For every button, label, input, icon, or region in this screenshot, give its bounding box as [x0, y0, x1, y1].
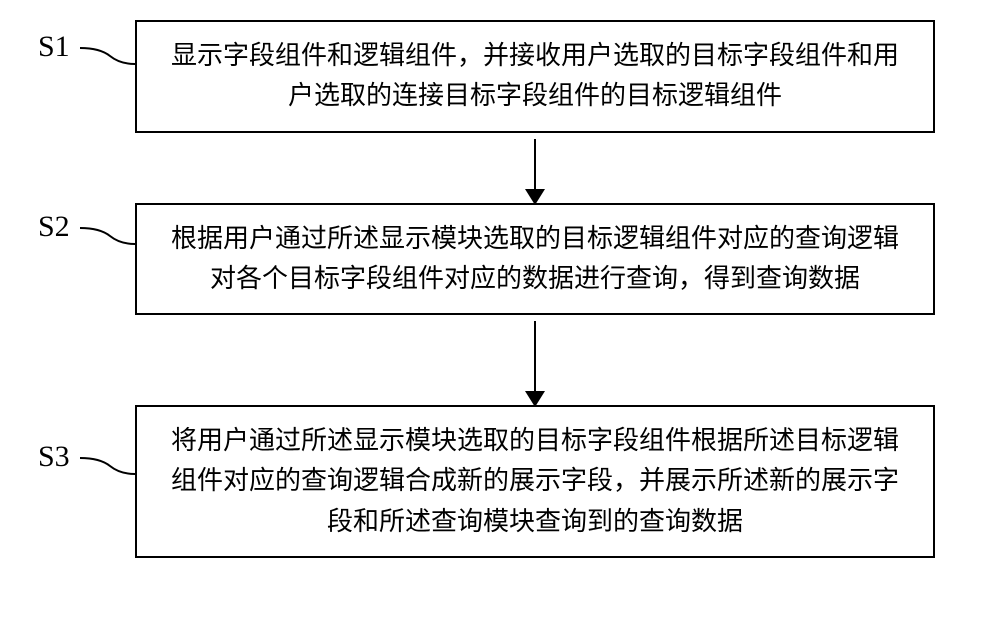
arrow-head-icon — [525, 189, 545, 205]
step-label-s1: S1 — [38, 30, 70, 64]
connector-s3 — [80, 448, 140, 478]
arrow-shaft — [534, 321, 536, 399]
flowchart-step-s1: 显示字段组件和逻辑组件，并接收用户选取的目标字段组件和用户选取的连接目标字段组件… — [135, 20, 935, 133]
connector-s1 — [80, 38, 140, 68]
label-text: S2 — [38, 210, 70, 243]
arrow-head-icon — [525, 391, 545, 407]
step-text: 将用户通过所述显示模块选取的目标字段组件根据所述目标逻辑组件对应的查询逻辑合成新… — [161, 421, 909, 542]
step-text: 根据用户通过所述显示模块选取的目标逻辑组件对应的查询逻辑对各个目标字段组件对应的… — [161, 219, 909, 300]
label-text: S1 — [38, 30, 70, 63]
flow-arrow — [534, 315, 536, 405]
step-label-s3: S3 — [38, 440, 70, 474]
step-text: 显示字段组件和逻辑组件，并接收用户选取的目标字段组件和用户选取的连接目标字段组件… — [161, 36, 909, 117]
flow-arrow — [534, 133, 536, 203]
flowchart-step-s3: 将用户通过所述显示模块选取的目标字段组件根据所述目标逻辑组件对应的查询逻辑合成新… — [135, 405, 935, 558]
connector-s2 — [80, 218, 140, 248]
flowchart-container: 显示字段组件和逻辑组件，并接收用户选取的目标字段组件和用户选取的连接目标字段组件… — [130, 20, 940, 558]
step-label-s2: S2 — [38, 210, 70, 244]
label-text: S3 — [38, 440, 70, 473]
flowchart-step-s2: 根据用户通过所述显示模块选取的目标逻辑组件对应的查询逻辑对各个目标字段组件对应的… — [135, 203, 935, 316]
